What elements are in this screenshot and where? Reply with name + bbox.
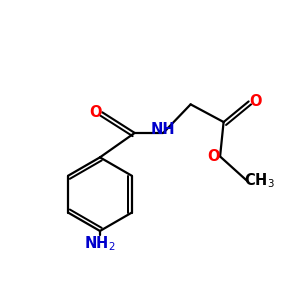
- Text: O: O: [90, 105, 102, 120]
- Text: CH$_3$: CH$_3$: [244, 172, 275, 190]
- Text: O: O: [249, 94, 261, 109]
- Text: O: O: [207, 149, 220, 164]
- Text: NH$_2$: NH$_2$: [84, 234, 116, 253]
- Text: NH: NH: [151, 122, 176, 137]
